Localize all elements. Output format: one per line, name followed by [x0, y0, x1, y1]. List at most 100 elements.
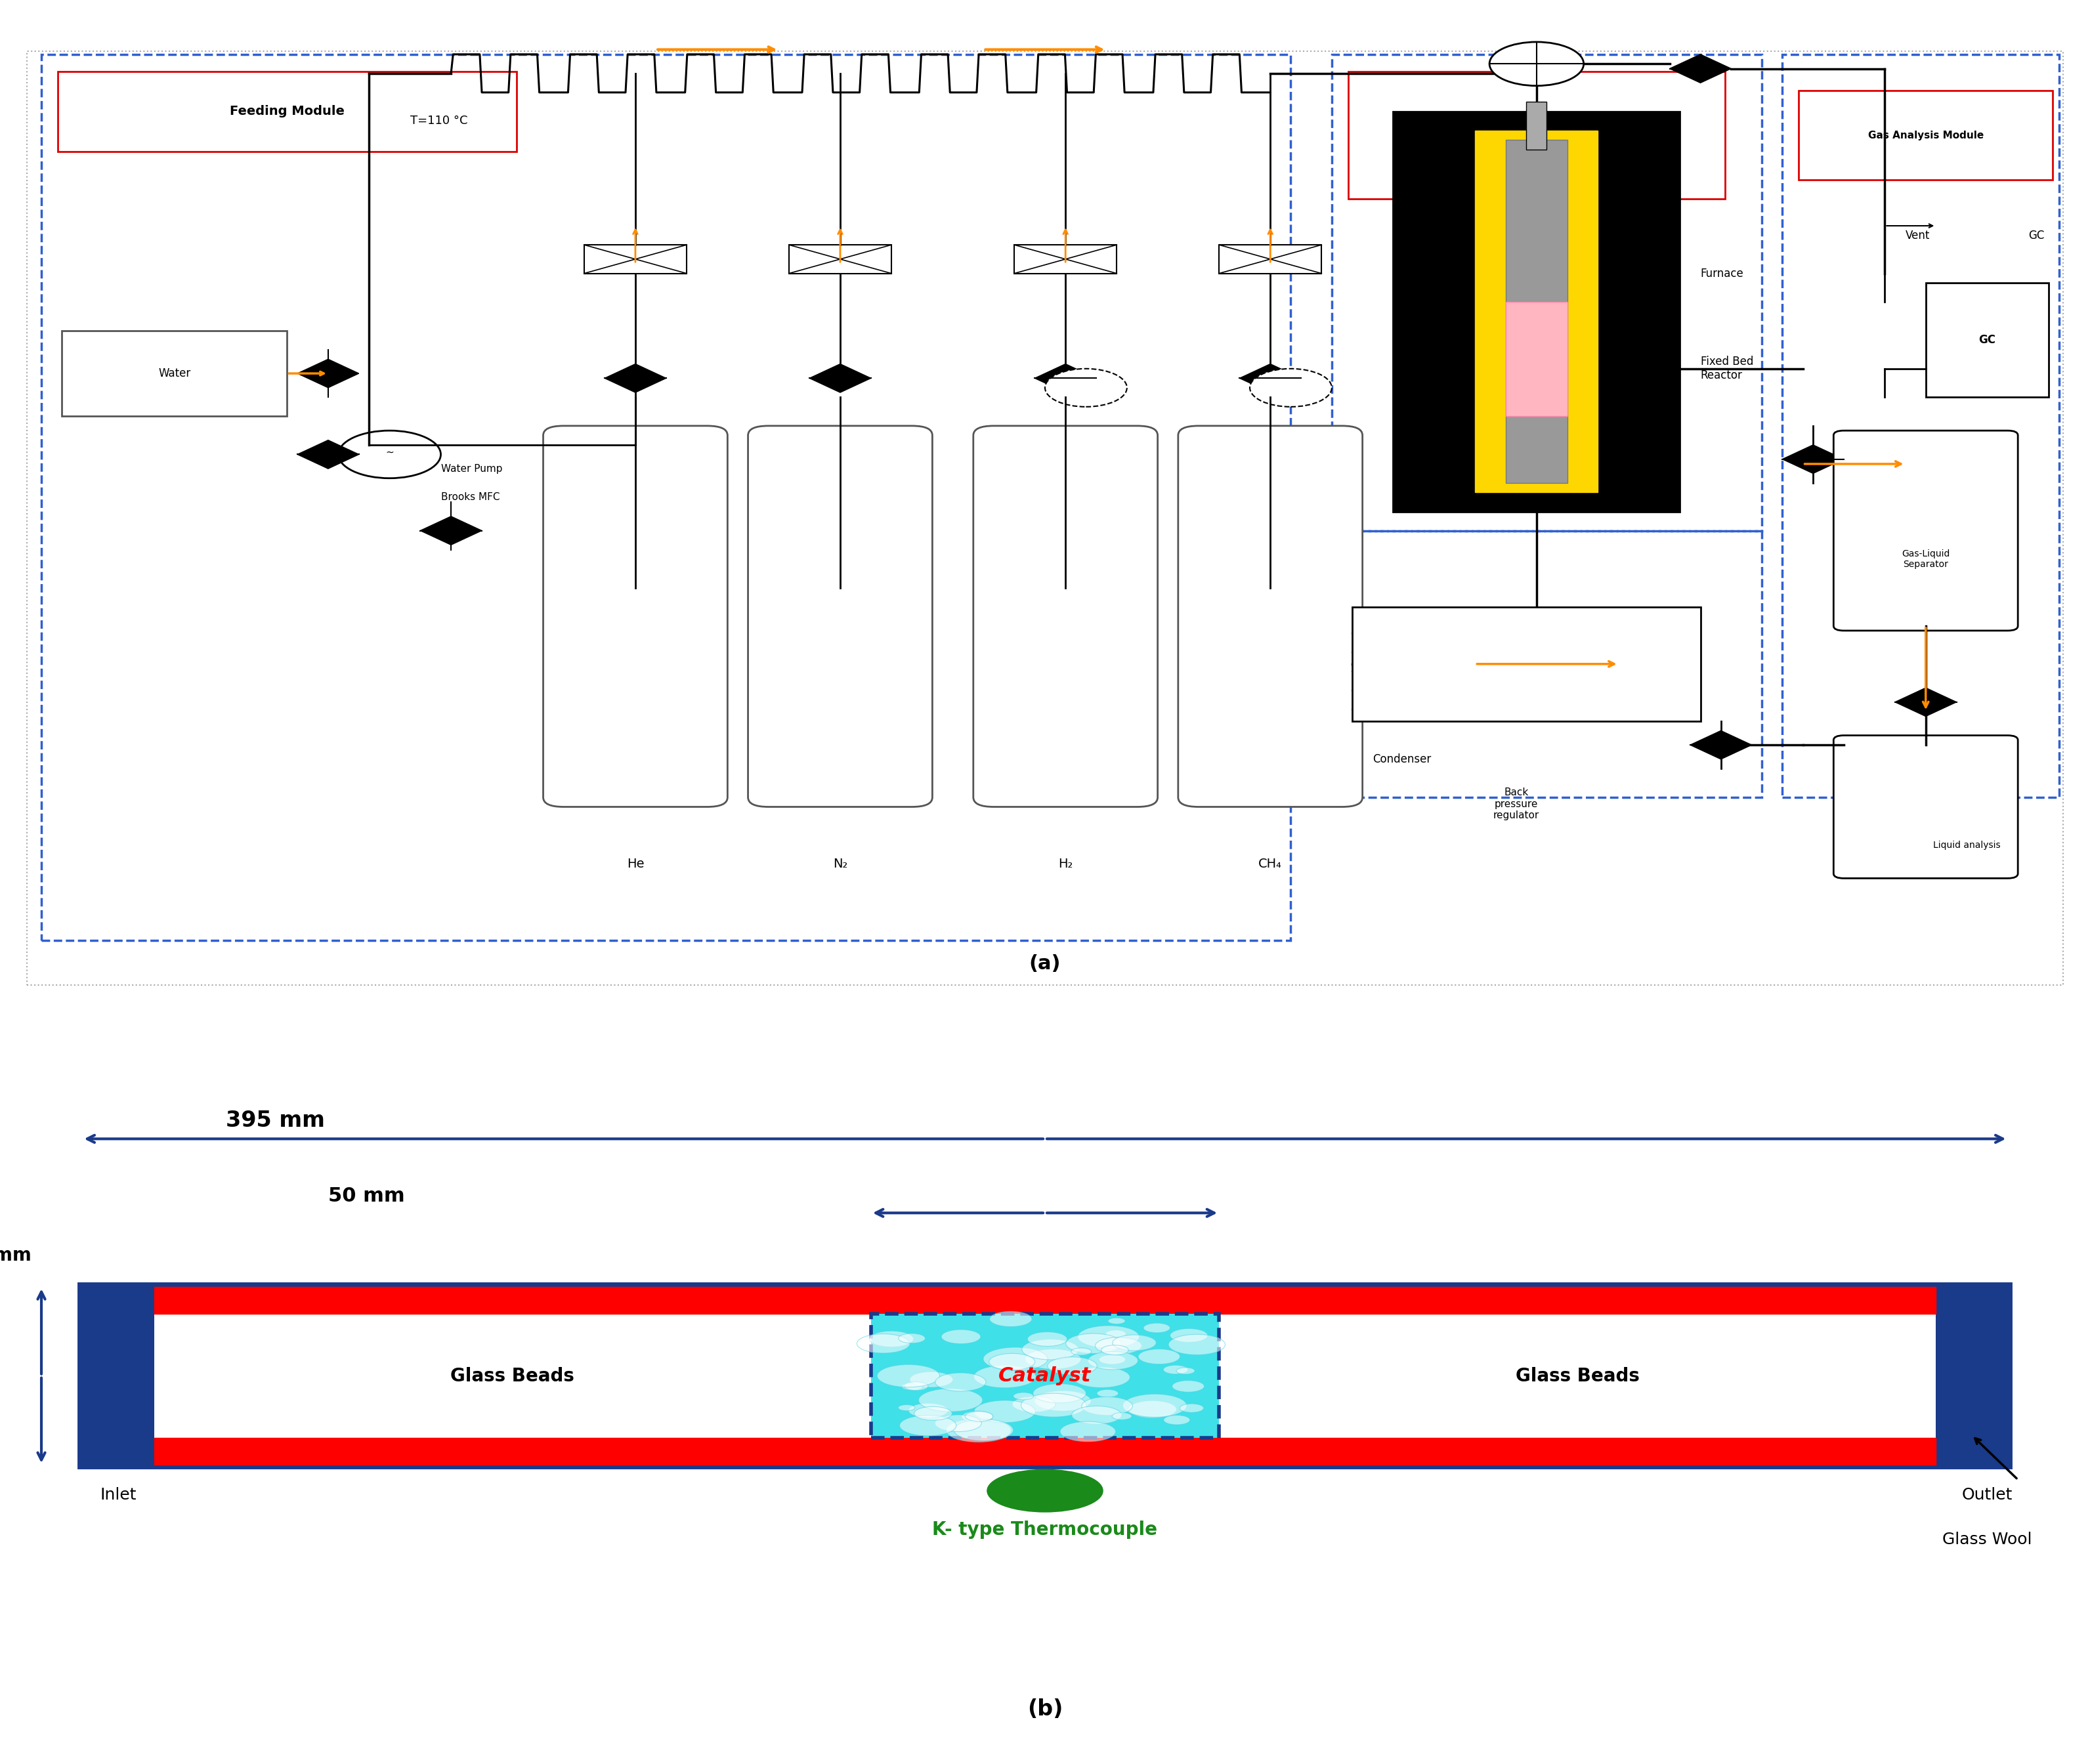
Text: CH₄: CH₄ [1258, 857, 1281, 870]
Bar [155, 1288, 1935, 1314]
Text: GC: GC [1979, 333, 1996, 346]
Circle shape [913, 1406, 953, 1420]
Circle shape [1078, 1325, 1139, 1348]
FancyBboxPatch shape [59, 72, 516, 152]
Circle shape [947, 1418, 1012, 1443]
Circle shape [339, 430, 441, 478]
Polygon shape [1035, 363, 1095, 393]
Circle shape [1072, 1348, 1091, 1355]
Text: Back
pressure
regulator: Back pressure regulator [1492, 789, 1538, 820]
Bar [82, 1288, 155, 1464]
Circle shape [899, 1415, 957, 1436]
Text: Fixed Bed
Reactor: Fixed Bed Reactor [1701, 356, 1754, 381]
Text: H₂: H₂ [1058, 857, 1072, 870]
Circle shape [1097, 1390, 1118, 1397]
Text: Brooks MFC: Brooks MFC [441, 492, 500, 503]
FancyBboxPatch shape [1799, 90, 2052, 180]
Bar [1352, 607, 1701, 721]
Polygon shape [420, 517, 481, 545]
Circle shape [974, 1365, 1037, 1388]
Bar [1394, 111, 1680, 512]
Polygon shape [297, 441, 359, 469]
Circle shape [1129, 1401, 1177, 1418]
Circle shape [1172, 1381, 1204, 1392]
Circle shape [1026, 1349, 1081, 1369]
Circle shape [1112, 1335, 1156, 1351]
Circle shape [989, 1353, 1035, 1371]
Circle shape [1095, 1337, 1141, 1355]
Circle shape [1168, 1334, 1225, 1355]
Circle shape [1032, 1383, 1087, 1402]
Text: Water Pump: Water Pump [441, 464, 502, 475]
Circle shape [905, 1381, 928, 1390]
Text: Feeding Module: Feeding Module [230, 106, 345, 118]
Circle shape [1022, 1394, 1087, 1416]
Circle shape [857, 1334, 909, 1353]
Polygon shape [604, 363, 667, 393]
Circle shape [961, 1411, 993, 1422]
Circle shape [1072, 1406, 1122, 1424]
Text: GC: GC [2027, 229, 2044, 242]
Circle shape [1143, 1323, 1170, 1334]
FancyBboxPatch shape [543, 425, 727, 806]
Text: N₂: N₂ [832, 857, 849, 870]
FancyBboxPatch shape [27, 51, 2063, 984]
Text: Reactor
Module: Reactor Module [1511, 122, 1563, 148]
Bar [1526, 102, 1547, 150]
Circle shape [1250, 369, 1331, 407]
FancyBboxPatch shape [1348, 72, 1724, 199]
Text: Catalyst: Catalyst [999, 1367, 1091, 1385]
Polygon shape [809, 363, 872, 393]
Circle shape [899, 1404, 915, 1411]
Circle shape [1164, 1415, 1189, 1425]
Circle shape [1060, 1422, 1116, 1441]
Text: Liquid analysis: Liquid analysis [1933, 840, 2000, 850]
Circle shape [869, 1332, 913, 1348]
Bar [872, 1314, 1218, 1438]
Text: ~: ~ [385, 448, 393, 457]
Circle shape [1177, 1367, 1195, 1374]
FancyBboxPatch shape [1833, 736, 2019, 878]
Circle shape [878, 1365, 940, 1387]
Circle shape [1179, 1404, 1204, 1413]
Text: 395 mm: 395 mm [226, 1110, 324, 1131]
Bar [155, 1438, 1935, 1464]
Bar [585, 245, 686, 273]
Text: He: He [627, 857, 644, 870]
Circle shape [1083, 1397, 1133, 1415]
Bar [1476, 131, 1599, 492]
Circle shape [1066, 1334, 1120, 1353]
Circle shape [1108, 1318, 1124, 1325]
Text: Inlet: Inlet [100, 1487, 136, 1503]
Circle shape [1106, 1330, 1127, 1337]
Text: Furnace: Furnace [1701, 268, 1743, 279]
Circle shape [1035, 1390, 1091, 1411]
Circle shape [966, 1411, 993, 1422]
Bar [1218, 245, 1321, 273]
Circle shape [982, 1348, 1047, 1371]
Text: Condenser: Condenser [1373, 753, 1432, 766]
Text: Vent: Vent [1906, 229, 1929, 242]
Text: Glass Wool: Glass Wool [1942, 1531, 2031, 1547]
Circle shape [1014, 1392, 1032, 1401]
Circle shape [1089, 1351, 1137, 1369]
Text: Gas Analysis Module: Gas Analysis Module [1868, 131, 1983, 139]
Circle shape [1099, 1355, 1127, 1364]
Circle shape [991, 1311, 1032, 1327]
Circle shape [1112, 1413, 1131, 1420]
Bar [1925, 282, 2048, 397]
Circle shape [1139, 1349, 1181, 1364]
Polygon shape [1670, 55, 1731, 83]
Circle shape [909, 1372, 953, 1387]
Text: Glass Beads: Glass Beads [451, 1367, 575, 1385]
Text: Glass Beads: Glass Beads [1515, 1367, 1639, 1385]
Circle shape [899, 1334, 926, 1342]
Text: 50 mm: 50 mm [328, 1187, 405, 1205]
Polygon shape [1691, 730, 1751, 759]
Circle shape [1012, 1397, 1055, 1413]
Polygon shape [1239, 363, 1300, 393]
Bar [82, 1288, 2008, 1464]
Circle shape [934, 1372, 986, 1392]
Bar [1505, 302, 1568, 416]
Polygon shape [297, 360, 359, 388]
